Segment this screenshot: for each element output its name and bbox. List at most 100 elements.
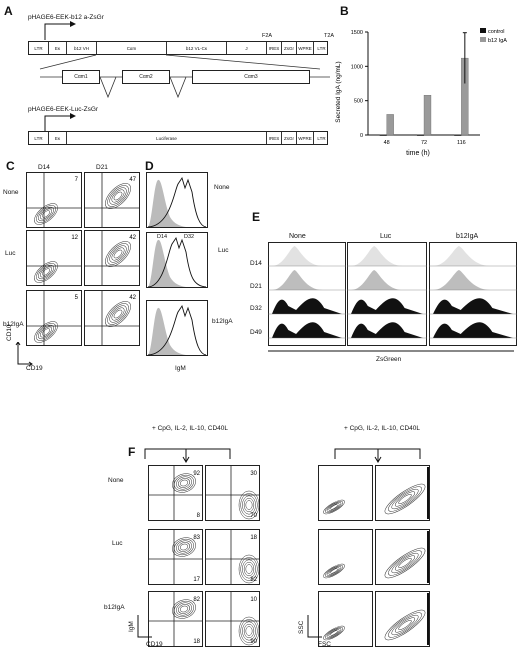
- contour: [113, 309, 123, 319]
- plot-frame: [26, 172, 82, 228]
- quadrant-value: 10: [250, 597, 257, 603]
- e-histogram: [433, 246, 491, 266]
- plot-frame: [148, 591, 203, 647]
- contour: [105, 241, 131, 267]
- plot-frame: [318, 465, 373, 521]
- contour: [42, 328, 50, 336]
- f-scatter-plot: [318, 465, 373, 521]
- contour: [330, 630, 338, 636]
- e-histogram: [433, 270, 491, 290]
- contour: [398, 493, 412, 505]
- e-histogram: [272, 322, 342, 338]
- y-tick-label: 1000: [351, 64, 363, 70]
- contour: [330, 568, 338, 574]
- contour: [391, 614, 419, 636]
- contour: [323, 499, 345, 515]
- construct2-map: LTR Eκ Luciferase IRES ZsGr WPRE LTR: [28, 131, 328, 145]
- construct1-title: pHAGE6-EEK-b12 a-ZsGr: [28, 14, 104, 21]
- f-row-label: b12IgA: [104, 604, 125, 611]
- contour: [36, 263, 56, 281]
- quadrant-value: 5: [75, 295, 79, 301]
- contour: [398, 619, 412, 631]
- contour: [328, 567, 340, 575]
- contour: [328, 503, 340, 511]
- contour: [328, 629, 340, 637]
- c1-seg: b12 VH: [67, 42, 97, 54]
- contour: [238, 616, 260, 646]
- c1-seg: WPRE: [297, 42, 314, 54]
- promoter-arrow-icon: [44, 113, 76, 132]
- contour: [172, 537, 196, 557]
- c2-seg: Eκ: [49, 132, 67, 144]
- contour: [38, 264, 54, 280]
- e-histogram: [272, 246, 323, 266]
- contour: [113, 249, 123, 259]
- e-row-label: D49: [250, 329, 262, 336]
- e-row-label: D32: [250, 305, 262, 312]
- contour: [243, 623, 255, 639]
- axis-corner-icon: [15, 342, 33, 367]
- c1-seg: Cαm: [97, 42, 167, 54]
- f-quad-plot: 92 8: [148, 465, 203, 521]
- panel-b-label: B: [340, 4, 349, 18]
- exon-box: Cαm2: [122, 70, 170, 84]
- panel-d-label: D: [145, 159, 154, 173]
- d-annot: D14: [157, 234, 168, 240]
- contour: [174, 474, 194, 492]
- axis-corner-icon: [307, 615, 322, 638]
- f-treat2: + CpG, IL-2, IL-10, CD40L: [343, 425, 421, 432]
- site-t2a: T2A: [324, 33, 335, 39]
- contour: [36, 323, 56, 341]
- contour: [111, 189, 125, 203]
- quadrant-value: 42: [129, 295, 136, 301]
- contour: [384, 609, 426, 641]
- contour: [242, 621, 256, 641]
- quadrant-value: 18: [193, 639, 200, 645]
- quadrant-value: 12: [71, 235, 78, 241]
- contour: [178, 542, 190, 552]
- contour: [326, 566, 342, 576]
- contour: [109, 187, 127, 205]
- plot-frame: [148, 529, 203, 585]
- quadrant-value: 7: [75, 177, 79, 183]
- panel-f-label: F: [128, 445, 136, 459]
- contour: [388, 486, 422, 512]
- contour: [394, 555, 416, 571]
- y-axis-label: Secreted IgA (ng/mL): [335, 61, 342, 122]
- panel-e-label: E: [252, 210, 261, 224]
- contour: [388, 550, 422, 576]
- d-xlabel: IgM: [175, 365, 186, 372]
- f-treat1: + CpG, IL-2, IL-10, CD40L: [151, 425, 229, 432]
- f-scatter-plot: [375, 591, 430, 647]
- contour: [391, 552, 419, 574]
- contour: [109, 305, 127, 323]
- contour: [326, 502, 342, 512]
- quadrant-value: 17: [193, 577, 200, 583]
- row-label: b12IgA: [3, 321, 24, 328]
- c1-seg: LTR: [317, 45, 326, 51]
- d-row-label: None: [214, 184, 230, 191]
- d-histogram: [146, 172, 208, 228]
- contour: [330, 504, 338, 510]
- quadrant-value: 18: [250, 535, 257, 541]
- c1-seg: LTR: [29, 42, 49, 54]
- quadrant-value: 70: [250, 513, 257, 519]
- e-histogram-stack: [268, 242, 346, 346]
- contour: [324, 564, 344, 578]
- f-quad-plot: 30 70: [205, 465, 260, 521]
- contour: [391, 488, 419, 510]
- c1-seg: ZsGr: [282, 42, 297, 54]
- contour: [178, 604, 190, 614]
- exon-box: Cαm1: [62, 70, 100, 84]
- c1-seg: IRES: [267, 42, 282, 54]
- contour: [111, 247, 125, 261]
- plot-frame: [375, 529, 430, 585]
- quadrant-value: 30: [250, 471, 257, 477]
- contour: [180, 605, 188, 613]
- promoter-arrow-icon: [44, 21, 76, 40]
- contour: [40, 208, 52, 220]
- e-histogram: [351, 322, 423, 338]
- x-tick-label: 48: [384, 140, 390, 146]
- c1-seg: b12 VL-Cκ: [167, 42, 227, 54]
- site-f2a: F2A: [262, 33, 273, 39]
